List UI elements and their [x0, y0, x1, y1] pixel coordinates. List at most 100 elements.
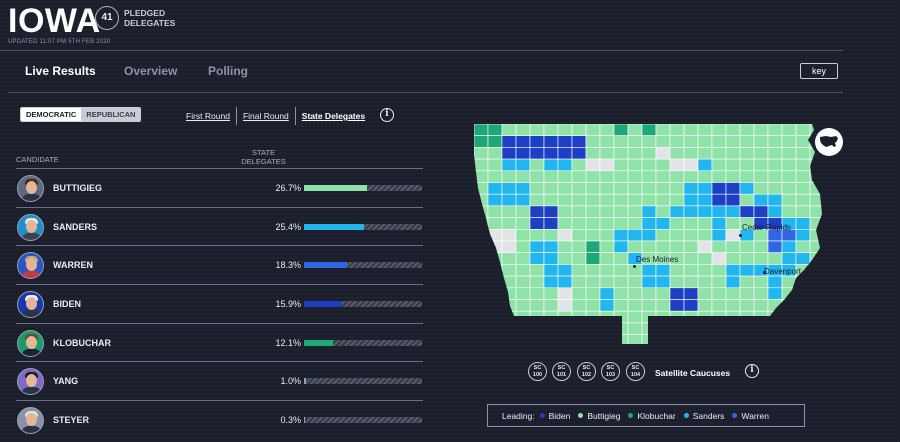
county[interactable]	[585, 158, 601, 172]
county[interactable]	[683, 240, 699, 253]
county[interactable]	[655, 135, 671, 148]
county[interactable]	[627, 299, 643, 312]
county[interactable]	[599, 147, 615, 160]
county[interactable]	[474, 147, 489, 160]
county[interactable]	[474, 310, 489, 324]
county[interactable]	[725, 205, 741, 218]
county[interactable]	[501, 158, 517, 172]
county[interactable]	[781, 124, 797, 136]
county[interactable]	[669, 310, 685, 324]
county[interactable]	[641, 217, 657, 230]
county[interactable]	[543, 240, 559, 253]
county[interactable]	[487, 240, 503, 253]
county[interactable]	[641, 229, 657, 242]
county[interactable]	[641, 124, 657, 136]
satellite-caucus-101[interactable]: SC 101	[552, 362, 571, 381]
county[interactable]	[655, 334, 671, 344]
county[interactable]	[753, 170, 769, 183]
county[interactable]	[655, 170, 671, 183]
county[interactable]	[474, 193, 489, 207]
county[interactable]	[529, 217, 545, 230]
county[interactable]	[739, 240, 755, 253]
county[interactable]	[753, 287, 769, 300]
county[interactable]	[599, 182, 615, 195]
county[interactable]	[474, 229, 489, 242]
county[interactable]	[571, 124, 587, 136]
county[interactable]	[669, 170, 685, 183]
county[interactable]	[655, 310, 671, 324]
county[interactable]	[501, 240, 517, 253]
county[interactable]	[627, 182, 643, 195]
county[interactable]	[487, 334, 503, 344]
county[interactable]	[809, 334, 824, 344]
county[interactable]	[487, 229, 503, 242]
county[interactable]	[753, 158, 769, 172]
county[interactable]	[697, 240, 713, 253]
county[interactable]	[697, 275, 713, 289]
county[interactable]	[529, 322, 545, 335]
county[interactable]	[781, 182, 797, 195]
county[interactable]	[501, 275, 517, 289]
county[interactable]	[641, 193, 657, 207]
county[interactable]	[487, 264, 503, 277]
county[interactable]	[669, 135, 685, 148]
county[interactable]	[529, 287, 545, 300]
county[interactable]	[781, 334, 797, 344]
county[interactable]	[697, 158, 713, 172]
county[interactable]	[767, 205, 783, 218]
county[interactable]	[725, 252, 741, 265]
county[interactable]	[809, 287, 824, 300]
county[interactable]	[543, 217, 559, 230]
county[interactable]	[753, 334, 769, 344]
county[interactable]	[474, 217, 489, 230]
county[interactable]	[515, 158, 531, 172]
county[interactable]	[571, 135, 587, 148]
county[interactable]	[683, 205, 699, 218]
county[interactable]	[585, 334, 601, 344]
county[interactable]	[655, 217, 671, 230]
county[interactable]	[571, 322, 587, 335]
county[interactable]	[613, 322, 629, 335]
county[interactable]	[474, 182, 489, 195]
county[interactable]	[683, 310, 699, 324]
county[interactable]	[753, 322, 769, 335]
county[interactable]	[683, 322, 699, 335]
county[interactable]	[767, 334, 783, 344]
county[interactable]	[487, 287, 503, 300]
county[interactable]	[487, 217, 503, 230]
county[interactable]	[613, 158, 629, 172]
county[interactable]	[781, 310, 797, 324]
county[interactable]	[655, 205, 671, 218]
county[interactable]	[529, 158, 545, 172]
county[interactable]	[599, 193, 615, 207]
county[interactable]	[641, 135, 657, 148]
county[interactable]	[641, 205, 657, 218]
county[interactable]	[683, 287, 699, 300]
county[interactable]	[599, 310, 615, 324]
county[interactable]	[585, 205, 601, 218]
county[interactable]	[543, 334, 559, 344]
county[interactable]	[683, 147, 699, 160]
county[interactable]	[501, 229, 517, 242]
county[interactable]	[739, 158, 755, 172]
county[interactable]	[655, 264, 671, 277]
county[interactable]	[585, 182, 601, 195]
info-icon[interactable]: i	[380, 108, 394, 122]
county[interactable]	[641, 310, 657, 324]
county[interactable]	[557, 322, 573, 335]
county[interactable]	[571, 264, 587, 277]
county[interactable]	[613, 287, 629, 300]
county[interactable]	[474, 287, 489, 300]
county[interactable]	[613, 229, 629, 242]
county[interactable]	[711, 240, 727, 253]
county[interactable]	[697, 334, 713, 344]
county[interactable]	[627, 287, 643, 300]
county[interactable]	[767, 322, 783, 335]
county[interactable]	[501, 299, 517, 312]
county[interactable]	[781, 135, 797, 148]
county[interactable]	[795, 135, 811, 148]
county[interactable]	[683, 193, 699, 207]
county[interactable]	[809, 240, 824, 253]
county[interactable]	[697, 287, 713, 300]
county[interactable]	[683, 124, 699, 136]
